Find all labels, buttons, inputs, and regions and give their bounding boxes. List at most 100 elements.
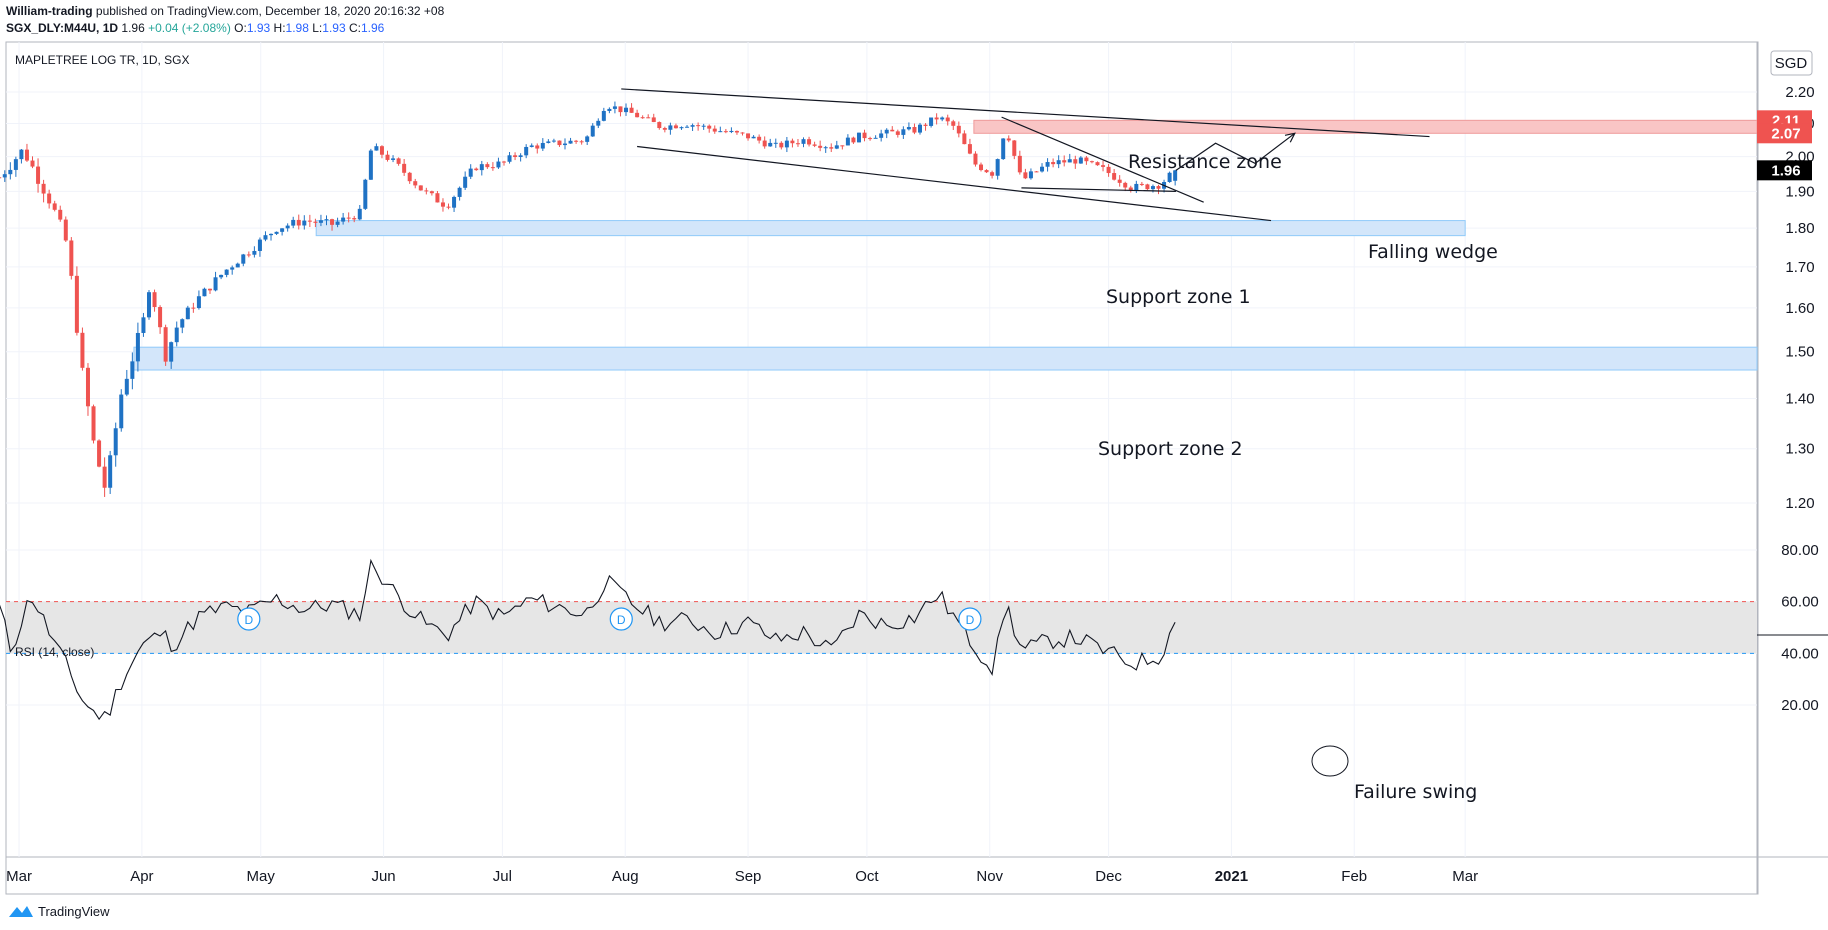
candle-down <box>1117 179 1122 183</box>
candle-up <box>318 220 323 223</box>
price-tag-label: 1.96 <box>1771 162 1800 179</box>
candle-down <box>818 145 823 148</box>
price-tick-label: 1.60 <box>1785 300 1814 317</box>
rsi-pane-label: RSI (14, close) <box>15 645 94 659</box>
candle-down <box>163 327 168 362</box>
symbol[interactable]: SGX_DLY:M44U, 1D <box>6 21 119 35</box>
candle-up <box>507 155 512 162</box>
candle-up <box>518 155 523 157</box>
candle-down <box>485 164 490 168</box>
symbol-line: SGX_DLY:M44U, 1D 1.96 +0.04 (+2.08%) O:1… <box>6 21 384 35</box>
candle-down <box>707 125 712 129</box>
candle-up <box>180 319 185 328</box>
rsi-line <box>0 558 1176 721</box>
candle-down <box>973 153 978 165</box>
candle-down <box>396 158 401 164</box>
candle-down <box>1034 171 1039 173</box>
currency-button[interactable]: SGD <box>1770 50 1813 76</box>
candle-down <box>945 117 950 122</box>
candle-up <box>751 136 756 139</box>
resistance-zone <box>973 119 1758 134</box>
candle-down <box>618 106 623 113</box>
candle-down <box>723 131 728 133</box>
candles-group <box>0 101 1178 497</box>
candle-up <box>701 125 706 127</box>
candle-up <box>524 146 529 156</box>
candle-up <box>845 137 850 146</box>
candle-down <box>407 172 412 182</box>
candle-down <box>1101 165 1106 167</box>
candle-down <box>158 307 163 328</box>
candle-up <box>585 136 590 142</box>
candle-down <box>429 191 434 194</box>
candle-up <box>601 110 606 121</box>
candle-down <box>912 127 917 133</box>
price-tick-label: 1.30 <box>1785 441 1814 458</box>
candle-up <box>2 174 7 178</box>
candle-up <box>546 141 551 143</box>
candle-down <box>795 143 800 145</box>
candle-up <box>219 274 224 278</box>
candle-up <box>856 132 861 143</box>
rsi-band-group <box>6 601 1757 654</box>
candle-up <box>285 225 290 229</box>
time-tick-label: Mar <box>6 868 32 885</box>
candle-down <box>152 292 157 308</box>
candle-down <box>956 125 961 134</box>
time-tick-label: Oct <box>855 868 879 885</box>
candle-down <box>513 155 518 157</box>
candle-up <box>119 394 124 429</box>
time-tick-label: Sep <box>735 868 762 885</box>
dividend-marker[interactable]: D <box>958 607 982 631</box>
candle-up <box>368 150 373 180</box>
candle-up <box>269 233 274 236</box>
candle-up <box>224 269 229 275</box>
candle-down <box>868 138 873 140</box>
candle-up <box>607 108 612 111</box>
candle-down <box>435 193 440 203</box>
author[interactable]: William-trading <box>6 4 93 18</box>
h-value: 1.98 <box>285 21 309 35</box>
time-ticks: Mar Apr May Jun Jul Aug Sep Oct Nov Dec 2021 Feb Mar <box>6 868 1478 885</box>
candle-up <box>363 179 368 209</box>
candle-down <box>757 136 762 141</box>
support-zone-1 <box>315 220 1466 237</box>
candle-down <box>85 367 90 407</box>
dividend-marker[interactable]: D <box>237 607 261 631</box>
candle-up <box>1134 183 1139 191</box>
candle-down <box>102 466 107 488</box>
time-tick-label: May <box>247 868 276 885</box>
candle-down <box>812 144 817 146</box>
candle-down <box>313 221 318 223</box>
candle-down <box>474 168 479 171</box>
candle-up <box>280 228 285 232</box>
tradingview-logo-icon <box>9 906 33 917</box>
candle-down <box>418 185 423 191</box>
dividend-marker[interactable]: D <box>609 607 633 631</box>
candle-up <box>940 117 945 120</box>
footer-brand[interactable]: TradingView <box>38 903 110 919</box>
candle-down <box>58 209 63 220</box>
candle-up <box>174 327 179 343</box>
grid-lines <box>6 42 1757 857</box>
candle-up <box>690 125 695 127</box>
candle-down <box>862 132 867 139</box>
candle-down <box>446 206 451 208</box>
candle-up <box>457 187 462 197</box>
time-tick-label: Feb <box>1341 868 1367 885</box>
candle-up <box>113 428 118 456</box>
dividend-marker-label: D <box>966 613 975 627</box>
candle-up <box>463 176 468 188</box>
l-label: L: <box>312 21 323 35</box>
candle-up <box>468 168 473 177</box>
candle-up <box>668 125 673 130</box>
candle-up <box>235 263 240 268</box>
support-zone-2-label: Support zone 2 <box>1098 438 1243 460</box>
candle-up <box>879 133 884 138</box>
time-tick-label: Mar <box>1452 868 1478 885</box>
candle-down <box>74 275 79 333</box>
candle-down <box>967 144 972 154</box>
candle-up <box>391 158 396 160</box>
candle-up <box>1150 186 1155 190</box>
